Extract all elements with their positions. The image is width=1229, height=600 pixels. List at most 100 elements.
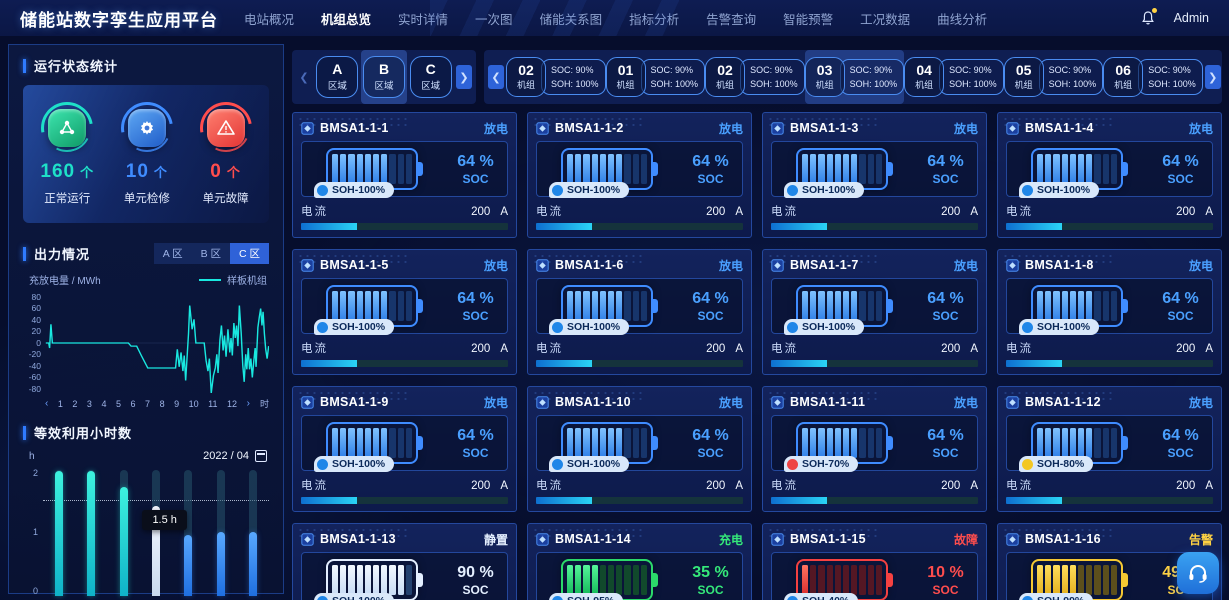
nav-item-7[interactable]: 告警查询 xyxy=(706,12,757,27)
battery-card-BMSA1-1-4[interactable]: BMSA1-1-4 放电 SOH-100% 64 % SOC 电流 200 A xyxy=(997,112,1222,238)
battery-segment xyxy=(851,428,858,458)
unit-chip-01-2[interactable]: 01 机组 SOC: 90% SOH: 100% xyxy=(605,50,706,104)
hours-section-title: 等效利用小时数 xyxy=(34,426,133,441)
series-line xyxy=(45,305,270,394)
zone-next-arrow[interactable]: ❯ xyxy=(456,65,472,89)
battery-segment xyxy=(348,291,355,321)
battery-segment xyxy=(591,565,598,595)
xaxis-prev-arrow[interactable]: ‹ xyxy=(45,398,49,409)
status-badge: 放电 xyxy=(953,395,978,410)
unit-chip-02-3[interactable]: 02 机组 SOC: 90% SOH: 100% xyxy=(705,50,805,104)
xaxis-next-arrow[interactable]: › xyxy=(246,398,250,409)
soh-value: SOH-100% xyxy=(332,595,385,600)
nav-item-10[interactable]: 曲线分析 xyxy=(937,12,988,27)
zone-chip-box: B 区域 xyxy=(363,56,405,98)
nav-item-3[interactable]: 实时详情 xyxy=(398,12,449,27)
zone-chip-A[interactable]: A 区域 xyxy=(314,50,361,104)
unit-prev-arrow[interactable]: ❮ xyxy=(488,65,504,89)
nav-item-5[interactable]: 储能关系图 xyxy=(539,12,603,27)
notification-bell-icon[interactable] xyxy=(1140,8,1157,26)
unit-chip-box: 06 机组 xyxy=(1103,57,1144,97)
battery-segment xyxy=(1069,154,1077,184)
soh-value: SOH-99% xyxy=(1037,595,1084,600)
card-footer: 电流 200 A xyxy=(771,477,978,493)
battery-segment xyxy=(1102,291,1109,321)
battery-card-BMSA1-1-5[interactable]: BMSA1-1-5 放电 SOH-100% 64 % SOC 电流 200 A xyxy=(292,249,517,375)
battery-graphic-zone: SOH-95% xyxy=(549,559,689,600)
output-tab-A区[interactable]: A 区 xyxy=(153,243,192,264)
battery-segment xyxy=(608,291,615,321)
line-chart-legend: 样板机组 xyxy=(199,272,267,287)
battery-segment xyxy=(826,291,833,321)
zone-prev-arrow[interactable]: ❮ xyxy=(299,71,309,84)
battery-card-BMSA1-1-10[interactable]: BMSA1-1-10 放电 SOH-100% 64 % SOC 电流 200 A xyxy=(527,386,752,512)
battery-unit-icon xyxy=(536,121,549,135)
battery-icon xyxy=(561,559,658,600)
soh-status-dot xyxy=(552,321,563,333)
soh-value: SOH-100% xyxy=(332,321,386,333)
battery-segment xyxy=(405,154,413,184)
section-accent-bar xyxy=(23,58,26,73)
unit-next-arrow[interactable]: ❯ xyxy=(1204,65,1221,89)
customer-service-button[interactable] xyxy=(1177,552,1219,594)
unit-chip-06-7[interactable]: 06 机组 SOC: 90% SOH: 100% xyxy=(1103,50,1203,104)
current-progress-bar xyxy=(536,497,743,504)
battery-segment xyxy=(1078,154,1085,184)
battery-segment xyxy=(356,291,363,321)
zone-chip-C[interactable]: C 区域 xyxy=(407,50,454,104)
battery-card-BMSA1-1-6[interactable]: BMSA1-1-6 放电 SOH-100% 64 % SOC 电流 200 A xyxy=(527,249,752,375)
battery-card-BMSA1-1-8[interactable]: BMSA1-1-8 放电 SOH-100% 64 % SOC 电流 200 A xyxy=(997,249,1222,375)
date-picker[interactable]: 2022 / 04 xyxy=(203,450,267,462)
zone-chip-B[interactable]: B 区域 xyxy=(360,50,408,104)
unit-chip-04-5[interactable]: 04 机组 SOC: 90% SOH: 100% xyxy=(904,50,1004,104)
battery-card-BMSA1-1-1[interactable]: BMSA1-1-1 放电 SOH-100% 64 % SOC 电流 200 A xyxy=(292,112,517,238)
soc-readout: 64 % SOC xyxy=(924,427,977,460)
xtick: 9 xyxy=(174,398,180,409)
current-progress-bar xyxy=(1006,223,1213,230)
battery-card-BMSA1-1-12[interactable]: BMSA1-1-12 放电 SOH-80% 64 % SOC 电流 200 A xyxy=(997,386,1222,512)
soc-label: SOC xyxy=(1167,445,1194,460)
battery-segment xyxy=(875,154,883,184)
battery-card-BMSA1-1-2[interactable]: BMSA1-1-2 放电 SOH-100% 64 % SOC 电流 200 A xyxy=(527,112,752,238)
nav-item-4[interactable]: 一次图 xyxy=(475,12,513,27)
battery-segment xyxy=(1110,565,1118,595)
battery-segment xyxy=(859,291,866,321)
nav-item-9[interactable]: 工况数据 xyxy=(860,12,911,27)
battery-segment xyxy=(875,291,883,321)
nav-item-8[interactable]: 智能预警 xyxy=(783,12,834,27)
unit-chip-03-4[interactable]: 03 机组 SOC: 90% SOH: 100% xyxy=(804,50,905,104)
status-badge: 放电 xyxy=(718,395,743,410)
battery-card-BMSA1-1-3[interactable]: BMSA1-1-3 放电 SOH-100% 64 % SOC 电流 200 A xyxy=(762,112,987,238)
battery-graphic-zone: SOH-100% xyxy=(314,559,454,600)
unit-chip-02-1[interactable]: 02 机组 SOC: 90% SOH: 100% xyxy=(506,50,606,104)
nav-item-2[interactable]: 机组总览 xyxy=(321,12,372,27)
battery-card-BMSA1-1-9[interactable]: BMSA1-1-9 放电 SOH-100% 64 % SOC 电流 200 A xyxy=(292,386,517,512)
battery-segment xyxy=(332,154,339,184)
unit-chip-05-6[interactable]: 05 机组 SOC: 90% SOH: 100% xyxy=(1003,50,1104,104)
section-accent-bar xyxy=(23,246,26,261)
battery-segment xyxy=(340,291,347,321)
output-tab-B区[interactable]: B 区 xyxy=(191,243,230,264)
user-account[interactable]: Admin xyxy=(1173,11,1209,25)
battery-segment xyxy=(624,154,631,184)
soc-label: SOC xyxy=(462,171,489,186)
nav-item-1[interactable]: 电站概况 xyxy=(244,12,295,27)
battery-segment xyxy=(616,565,623,595)
output-tab-C区[interactable]: C 区 xyxy=(230,243,269,264)
card-title: BMSA1-1-8 xyxy=(1025,258,1094,272)
status-label: 单元故障 xyxy=(202,193,249,205)
battery-segment xyxy=(567,291,574,321)
battery-segment xyxy=(826,565,833,595)
line-chart-ylabel: 充放电量 / MWh xyxy=(29,276,101,287)
bar-fill xyxy=(151,506,160,596)
battery-card-BMSA1-1-7[interactable]: BMSA1-1-7 放电 SOH-100% 64 % SOC 电流 200 A xyxy=(762,249,987,375)
battery-graphic-zone: SOH-100% xyxy=(1019,148,1159,198)
battery-segment xyxy=(1094,154,1101,184)
battery-card-BMSA1-1-11[interactable]: BMSA1-1-11 放电 SOH-70% 64 % SOC 电流 200 A xyxy=(762,386,987,512)
line-chart-plot xyxy=(45,293,270,394)
nav-item-6[interactable]: 指标分析 xyxy=(629,12,680,27)
battery-graphic-zone: SOH-100% xyxy=(314,285,454,335)
